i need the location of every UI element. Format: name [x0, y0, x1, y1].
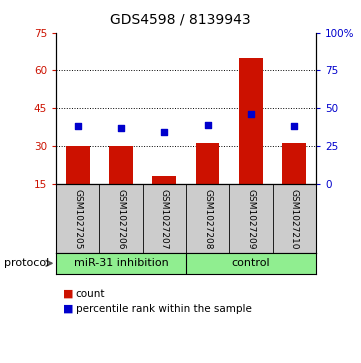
Point: [75, 123, 81, 129]
Point: [161, 129, 167, 135]
Text: GSM1027210: GSM1027210: [290, 189, 299, 249]
Text: control: control: [232, 258, 270, 268]
Text: GDS4598 / 8139943: GDS4598 / 8139943: [110, 13, 251, 27]
Text: miR-31 inhibition: miR-31 inhibition: [74, 258, 168, 268]
Bar: [239, 58, 263, 221]
Text: GSM1027207: GSM1027207: [160, 189, 169, 249]
Text: ■: ■: [63, 303, 74, 314]
Bar: [196, 143, 219, 221]
Text: protocol: protocol: [4, 258, 49, 268]
Text: ■: ■: [63, 289, 74, 299]
Point: [118, 125, 124, 131]
Text: count: count: [76, 289, 105, 299]
Point: [248, 111, 254, 117]
Bar: [109, 146, 133, 221]
Text: GSM1027208: GSM1027208: [203, 189, 212, 249]
Bar: [282, 143, 306, 221]
Point: [205, 122, 210, 128]
Point: [291, 123, 297, 129]
Text: GSM1027209: GSM1027209: [247, 189, 255, 249]
Bar: [66, 146, 90, 221]
Text: GSM1027206: GSM1027206: [117, 189, 125, 249]
Text: GSM1027205: GSM1027205: [73, 189, 82, 249]
Text: percentile rank within the sample: percentile rank within the sample: [76, 303, 252, 314]
Bar: [152, 176, 176, 221]
